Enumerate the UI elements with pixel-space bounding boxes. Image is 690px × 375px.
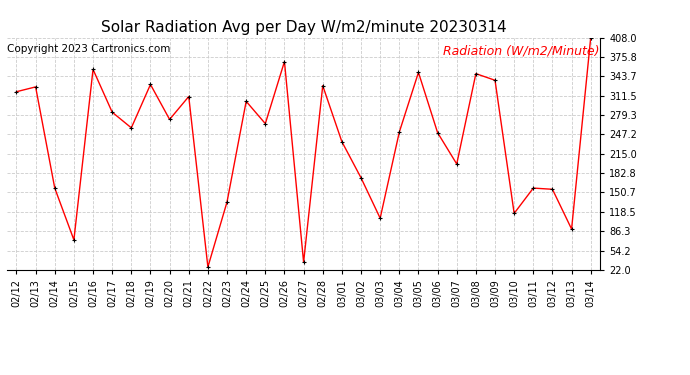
Text: Radiation (W/m2/Minute): Radiation (W/m2/Minute): [443, 45, 600, 57]
Title: Solar Radiation Avg per Day W/m2/minute 20230314: Solar Radiation Avg per Day W/m2/minute …: [101, 20, 506, 35]
Text: Copyright 2023 Cartronics.com: Copyright 2023 Cartronics.com: [8, 45, 171, 54]
